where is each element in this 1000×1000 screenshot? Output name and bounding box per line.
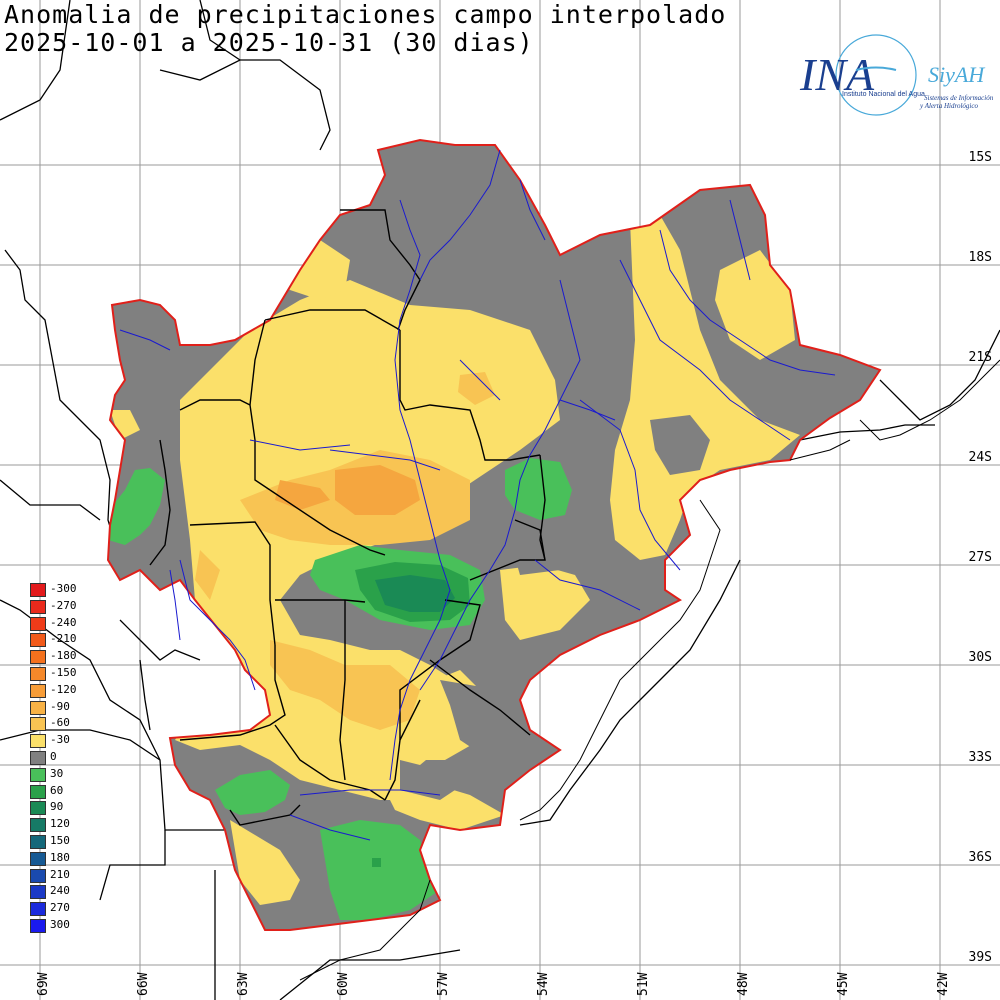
legend-item: 120	[30, 815, 100, 833]
color-legend: -300 -270 -240 -210 -180 -150 -120 -90 -60 -30 0 30…	[30, 580, 100, 933]
legend-item: 180	[30, 849, 100, 866]
lon-label: 45W	[836, 972, 851, 996]
legend-item: 30	[30, 765, 100, 782]
lat-label: 30S	[968, 650, 992, 665]
legend-item: -210	[30, 630, 100, 648]
legend-label: -210	[50, 632, 77, 646]
lon-label: 57W	[436, 972, 451, 996]
legend-item: -60	[30, 714, 100, 732]
legend-swatch	[30, 666, 46, 681]
legend-label: -300	[50, 582, 77, 595]
anomaly-field	[108, 140, 880, 930]
lat-label: 24S	[968, 450, 992, 465]
legend-item: 210	[30, 866, 100, 883]
lat-label: 27S	[968, 550, 992, 565]
legend-swatch	[30, 818, 46, 833]
legend-swatch	[30, 599, 46, 614]
legend-label: 180	[50, 850, 70, 864]
legend-item: 150	[30, 832, 100, 849]
legend-item: -30	[30, 731, 100, 749]
legend-label: 210	[50, 867, 70, 881]
map-title: Anomalia de precipitaciones campo interp…	[4, 0, 727, 29]
legend-item: 60	[30, 782, 100, 799]
legend-label: 270	[50, 901, 70, 915]
lon-label: 48W	[736, 972, 751, 996]
svg-text:y Alerta Hidrológico: y Alerta Hidrológico	[919, 102, 978, 110]
legend-label: -240	[50, 615, 77, 629]
lon-label: 69W	[36, 972, 51, 996]
legend-item: 300	[30, 916, 100, 933]
legend-swatch	[30, 801, 46, 816]
legend-swatch	[30, 834, 46, 849]
logo-siyah-text: SiyAH	[928, 62, 985, 87]
lon-label: 60W	[336, 972, 351, 996]
legend-swatch	[30, 902, 46, 917]
legend-item: -90	[30, 698, 100, 715]
legend-item: 90	[30, 798, 100, 816]
legend-swatch	[30, 650, 46, 665]
country-borders-inside	[149, 209, 546, 826]
legend-item: 270	[30, 899, 100, 917]
lat-label: 36S	[968, 850, 992, 865]
legend-swatch	[30, 868, 46, 883]
legend-label: -150	[50, 665, 77, 679]
lon-label: 42W	[936, 972, 951, 996]
legend-swatch	[30, 851, 46, 866]
legend-item: -270	[30, 597, 100, 614]
legend-swatch	[30, 683, 46, 698]
legend-item: -120	[30, 681, 100, 698]
svg-text:Instituto Nacional del Agua: Instituto Nacional del Agua	[842, 91, 925, 98]
legend-swatch	[30, 616, 46, 631]
legend-item: 240	[30, 882, 100, 900]
lon-label: 51W	[636, 972, 651, 996]
legend-label: 0	[50, 749, 57, 763]
lat-label: 33S	[968, 750, 992, 765]
legend-label: 90	[50, 800, 64, 814]
legend-item: -300	[30, 580, 100, 597]
legend-label: -120	[50, 682, 77, 696]
legend-item: -180	[30, 647, 100, 665]
rivers	[119, 149, 836, 841]
logo-ina-text: INA	[799, 49, 875, 100]
legend-label: 240	[50, 884, 70, 898]
legend-label: 120	[50, 817, 70, 831]
legend-swatch	[30, 583, 46, 597]
legend-label: -180	[50, 649, 77, 663]
svg-text:Sistemas de Información: Sistemas de Información	[924, 94, 994, 102]
lon-label: 54W	[536, 972, 551, 996]
legend-label: 150	[50, 833, 70, 847]
lat-label: 18S	[968, 250, 992, 265]
legend-swatch	[30, 700, 46, 715]
legend-swatch	[30, 784, 46, 799]
legend-item: -240	[30, 614, 100, 631]
legend-label: -30	[50, 733, 70, 747]
legend-item: -150	[30, 664, 100, 681]
legend-item: 0	[30, 748, 100, 765]
map-date-range: 2025-10-01 a 2025-10-31 (30 dias)	[4, 28, 534, 57]
lat-label: 39S	[968, 950, 992, 965]
lon-label: 66W	[136, 972, 151, 996]
legend-swatch	[30, 767, 46, 782]
lat-label: 15S	[968, 150, 992, 165]
legend-swatch	[30, 734, 46, 749]
coastline	[299, 359, 1000, 981]
legend-swatch	[30, 918, 46, 933]
ina-siyah-logo: INA SiyAH Instituto Nacional del Agua Si…	[799, 34, 994, 116]
legend-label: -90	[50, 699, 70, 713]
legend-swatch	[30, 750, 46, 765]
legend-label: -270	[50, 598, 77, 612]
lon-label: 63W	[236, 972, 251, 996]
legend-swatch	[30, 633, 46, 648]
lat-label: 21S	[968, 350, 992, 365]
legend-label: -60	[50, 716, 70, 730]
legend-swatch	[30, 885, 46, 900]
legend-swatch	[30, 717, 46, 732]
legend-label: 30	[50, 766, 64, 780]
legend-label: 60	[50, 783, 64, 797]
legend-label: 300	[50, 917, 70, 931]
